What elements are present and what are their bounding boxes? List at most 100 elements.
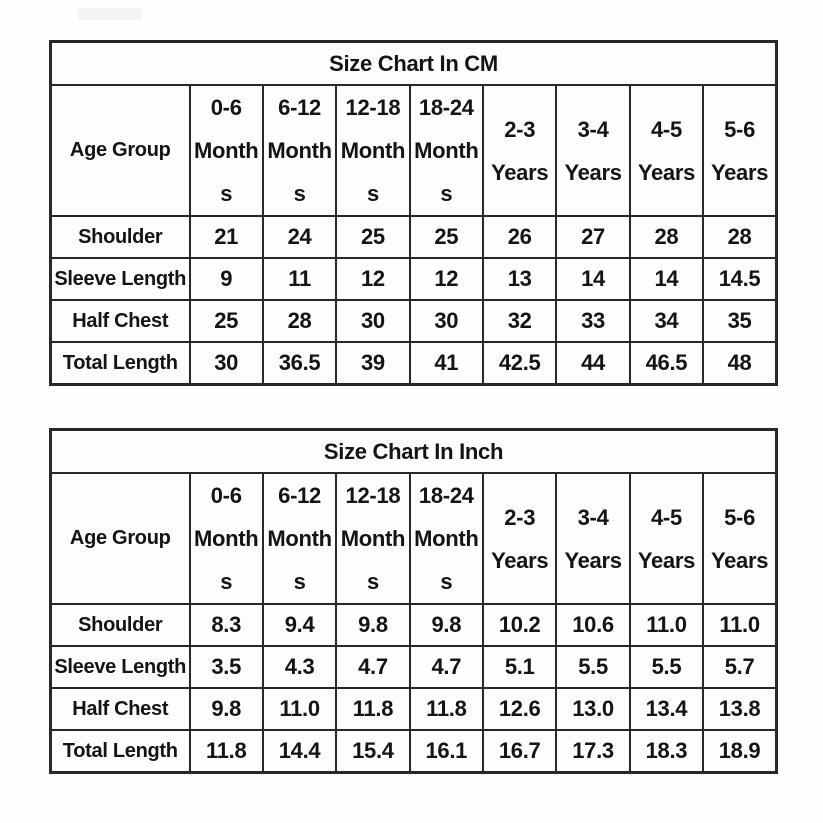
- column-header-cell: 4-5 Years: [628, 472, 705, 605]
- value-cell: 12.6: [481, 687, 558, 731]
- value-cell: 46.5: [628, 341, 705, 386]
- value-cell: 14: [628, 257, 705, 301]
- value-cell: 30: [335, 299, 411, 343]
- value-cell: 44: [555, 341, 631, 386]
- row-label: Half Chest: [49, 687, 191, 731]
- watermark-smudge: [78, 8, 142, 20]
- value-cell: 11.8: [188, 729, 264, 774]
- column-header-cell: 0-6 Month s: [188, 84, 264, 217]
- value-cell: 24: [261, 215, 338, 259]
- column-header-cell: 6-12 Month s: [261, 84, 338, 217]
- column-header-cell: 4-5 Years: [628, 84, 705, 217]
- value-cell: 16.1: [408, 729, 485, 774]
- column-header-cell: 5-6 Years: [702, 472, 778, 605]
- row-label: Total Length: [49, 729, 191, 774]
- table-row: Total Length 30 36.5 39 41 42.5 44 46.5 48: [49, 341, 778, 386]
- row-label: Shoulder: [49, 215, 191, 259]
- value-cell: 30: [188, 341, 264, 386]
- value-cell: 21: [188, 215, 264, 259]
- value-cell: 18.9: [702, 729, 778, 774]
- value-cell: 14.4: [261, 729, 338, 774]
- value-cell: 25: [335, 215, 411, 259]
- value-cell: 15.4: [335, 729, 411, 774]
- table-title: Size Chart In Inch: [49, 428, 778, 474]
- row-label: Sleeve Length: [49, 645, 191, 689]
- value-cell: 14: [555, 257, 631, 301]
- value-cell: 41: [408, 341, 485, 386]
- value-cell: 4.7: [408, 645, 485, 689]
- value-cell: 5.5: [555, 645, 631, 689]
- table-title-row: Size Chart In CM: [49, 40, 778, 86]
- value-cell: 4.7: [335, 645, 411, 689]
- table-row: Sleeve Length 3.5 4.3 4.7 4.7 5.1 5.5 5.5 5.7: [49, 645, 778, 689]
- value-cell: 33: [555, 299, 631, 343]
- value-cell: 9.4: [261, 603, 338, 647]
- value-cell: 4.3: [261, 645, 338, 689]
- value-cell: 13: [481, 257, 558, 301]
- value-cell: 13.4: [628, 687, 705, 731]
- value-cell: 5.1: [481, 645, 558, 689]
- value-cell: 9.8: [188, 687, 264, 731]
- age-group-header: Age Group: [49, 472, 191, 605]
- value-cell: 11.0: [702, 603, 778, 647]
- value-cell: 13.0: [555, 687, 631, 731]
- table-title-row: Size Chart In Inch: [49, 428, 778, 474]
- value-cell: 11: [261, 257, 338, 301]
- size-chart-inch-table: Size Chart In Inch Age Group 0-6 Month s 6-…: [49, 428, 778, 774]
- value-cell: 9.8: [408, 603, 485, 647]
- column-header-cell: 3-4 Years: [555, 84, 631, 217]
- column-header-cell: 6-12 Month s: [261, 472, 338, 605]
- column-header-cell: 5-6 Years: [702, 84, 778, 217]
- row-label: Half Chest: [49, 299, 191, 343]
- value-cell: 12: [408, 257, 485, 301]
- value-cell: 32: [481, 299, 558, 343]
- column-header-cell: 18-24 Month s: [408, 84, 485, 217]
- value-cell: 30: [408, 299, 485, 343]
- table-row: Half Chest 25 28 30 30 32 33 34 35: [49, 299, 778, 343]
- column-header-cell: 0-6 Month s: [188, 472, 264, 605]
- value-cell: 10.6: [555, 603, 631, 647]
- value-cell: 11.0: [261, 687, 338, 731]
- value-cell: 9: [188, 257, 264, 301]
- value-cell: 18.3: [628, 729, 705, 774]
- value-cell: 36.5: [261, 341, 338, 386]
- value-cell: 42.5: [481, 341, 558, 386]
- value-cell: 26: [481, 215, 558, 259]
- value-cell: 17.3: [555, 729, 631, 774]
- value-cell: 28: [628, 215, 705, 259]
- value-cell: 48: [702, 341, 778, 386]
- table-row: Shoulder 8.3 9.4 9.8 9.8 10.2 10.6 11.0 11.0: [49, 603, 778, 647]
- size-chart-cm-table: Size Chart In CM Age Group 0-6 Month s 6-12…: [49, 40, 778, 386]
- value-cell: 27: [555, 215, 631, 259]
- value-cell: 35: [702, 299, 778, 343]
- column-header-cell: 12-18 Month s: [335, 84, 411, 217]
- value-cell: 16.7: [481, 729, 558, 774]
- value-cell: 8.3: [188, 603, 264, 647]
- value-cell: 28: [702, 215, 778, 259]
- value-cell: 11.0: [628, 603, 705, 647]
- value-cell: 12: [335, 257, 411, 301]
- value-cell: 25: [408, 215, 485, 259]
- value-cell: 10.2: [481, 603, 558, 647]
- value-cell: 14.5: [702, 257, 778, 301]
- table-row: Sleeve Length 9 11 12 12 13 14 14 14.5: [49, 257, 778, 301]
- table-row: Total Length 11.8 14.4 15.4 16.1 16.7 17.3 18.3…: [49, 729, 778, 774]
- value-cell: 9.8: [335, 603, 411, 647]
- row-label: Total Length: [49, 341, 191, 386]
- value-cell: 25: [188, 299, 264, 343]
- table-header-row: Age Group 0-6 Month s 6-12 Month s 12-18 Mo…: [49, 472, 778, 605]
- column-header-cell: 18-24 Month s: [408, 472, 485, 605]
- value-cell: 34: [628, 299, 705, 343]
- value-cell: 5.7: [702, 645, 778, 689]
- column-header-cell: 3-4 Years: [555, 472, 631, 605]
- value-cell: 39: [335, 341, 411, 386]
- value-cell: 13.8: [702, 687, 778, 731]
- value-cell: 3.5: [188, 645, 264, 689]
- age-group-header: Age Group: [49, 84, 191, 217]
- table-header-row: Age Group 0-6 Month s 6-12 Month s 12-18 Mo…: [49, 84, 778, 217]
- table-row: Half Chest 9.8 11.0 11.8 11.8 12.6 13.0 13.4 13.…: [49, 687, 778, 731]
- value-cell: 11.8: [335, 687, 411, 731]
- column-header-cell: 12-18 Month s: [335, 472, 411, 605]
- value-cell: 5.5: [628, 645, 705, 689]
